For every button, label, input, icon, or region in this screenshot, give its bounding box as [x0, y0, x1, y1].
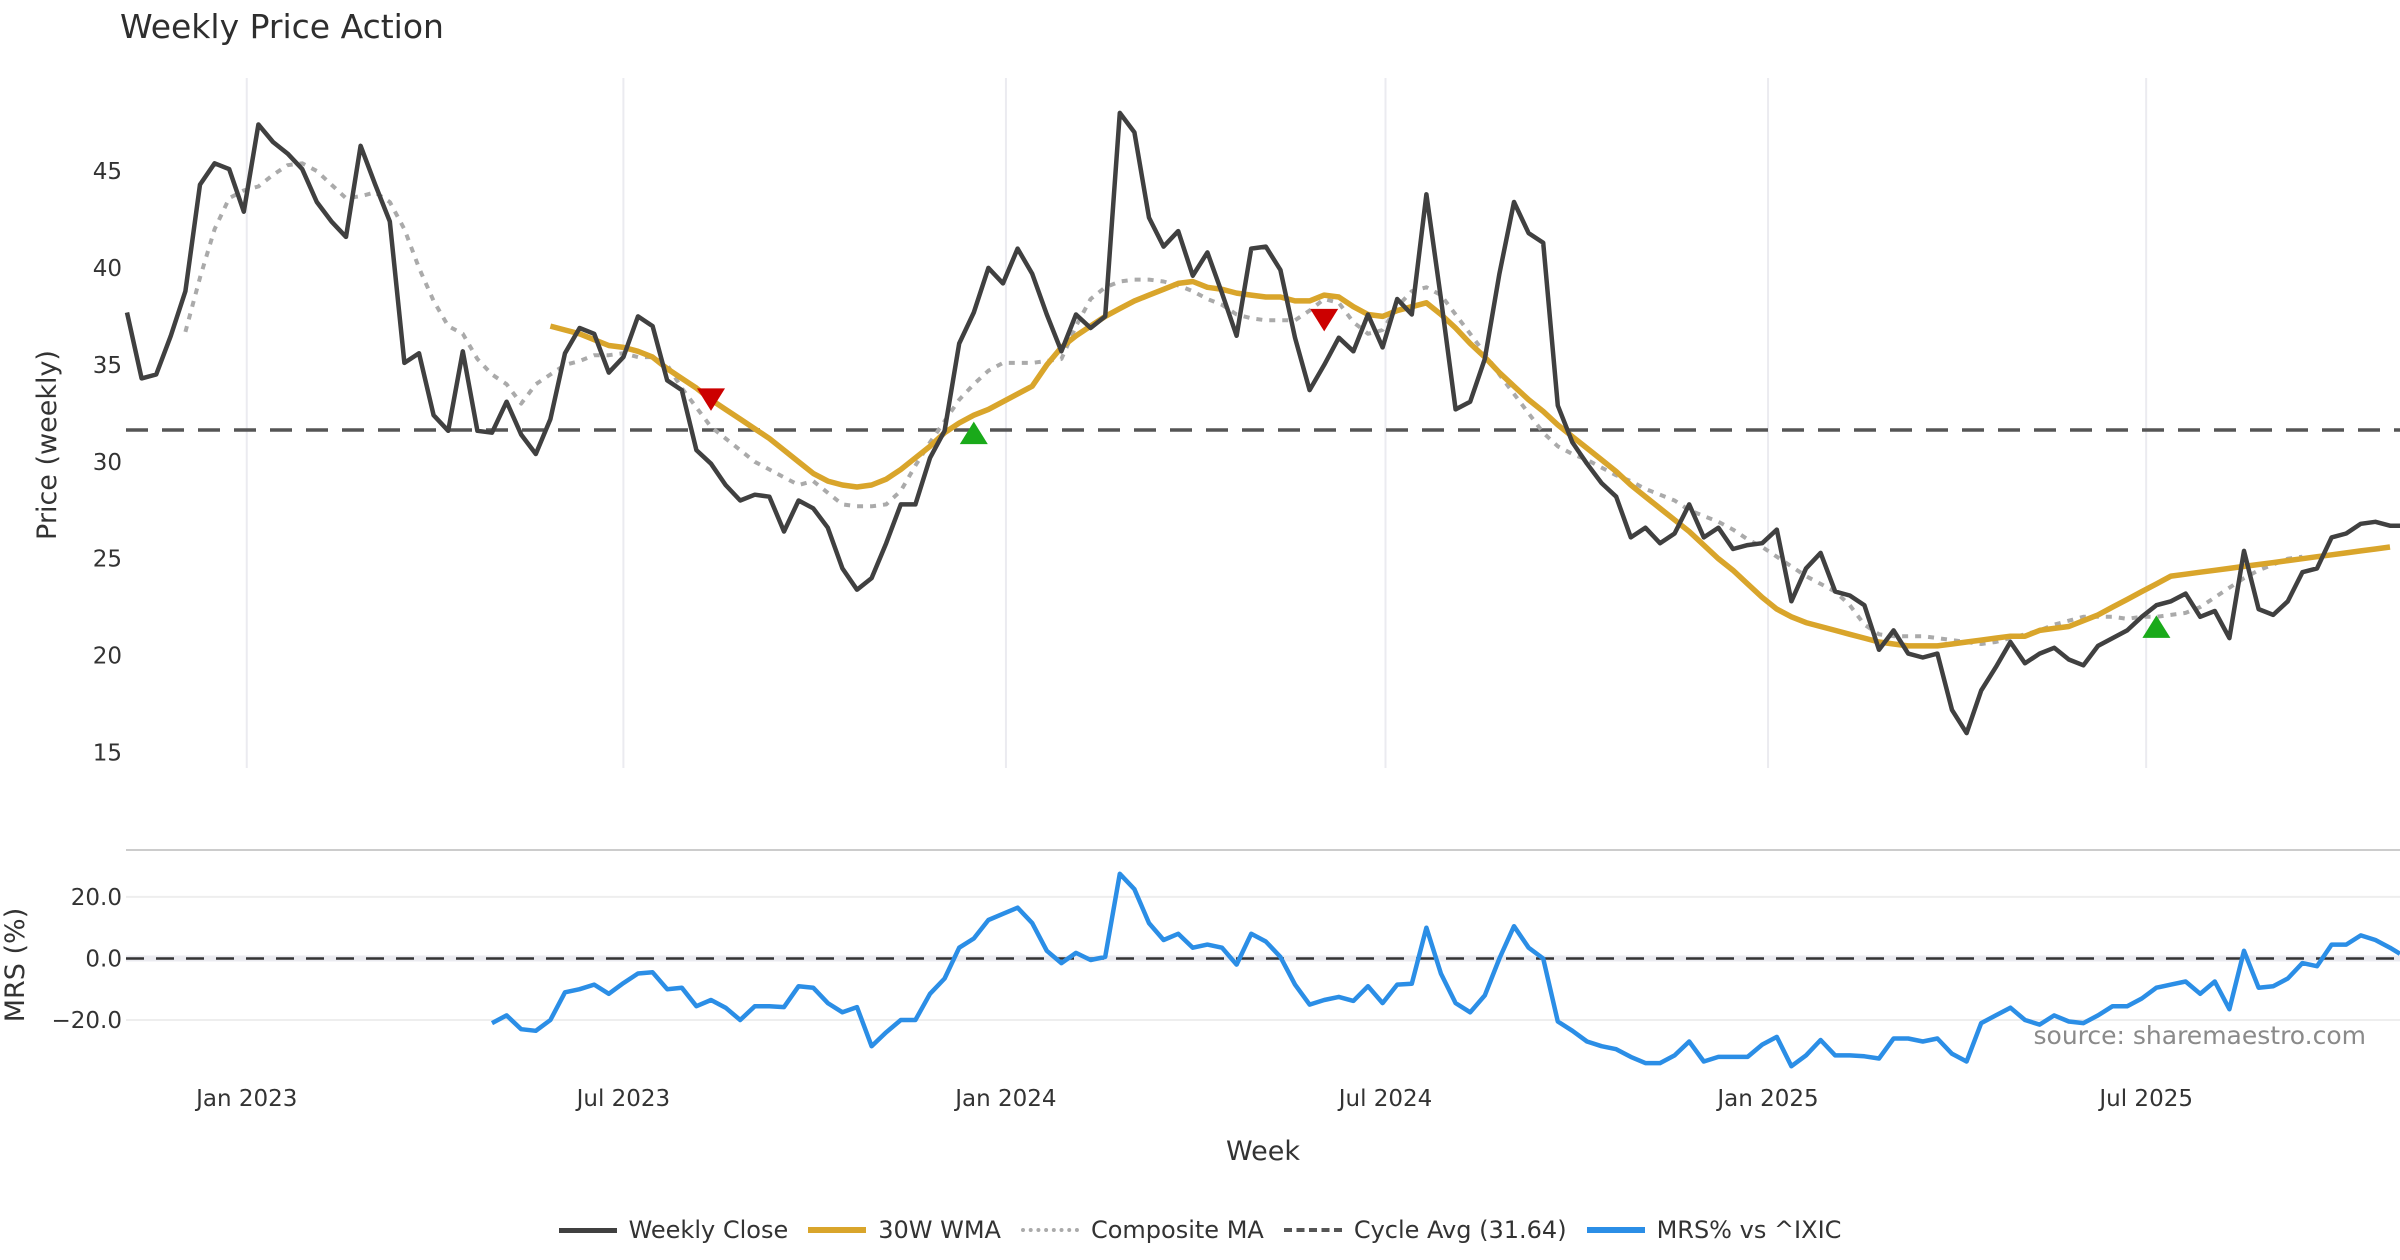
x-ticks: Jan 2023 Jul 2023 Jan 2024 Jul 2024 Jan 2025… — [194, 1086, 2193, 1112]
legend: Weekly Close 30W WMA Composite MA Cycle … — [0, 1216, 2400, 1244]
legend-swatch — [1586, 1227, 1645, 1233]
price-y-tick-label: 35 — [93, 353, 122, 379]
chart-svg: Weekly Price Action Price (weekly) 15 20 2… — [0, 7, 2400, 1167]
sell-signal-marker — [1310, 308, 1339, 332]
legend-label: 30W WMA — [878, 1216, 1001, 1244]
legend-item-30w-wma[interactable]: 30W WMA — [808, 1216, 1001, 1244]
chart-title: Weekly Price Action — [120, 7, 444, 46]
price-y-tick-label: 40 — [93, 256, 122, 282]
buy-signal-marker — [2142, 615, 2171, 638]
series-mrs-vs-ixic — [490, 871, 2400, 1069]
sell-signal-marker — [697, 388, 725, 411]
price-series — [124, 110, 2400, 736]
x-tick-label: Jan 2023 — [194, 1086, 297, 1112]
legend-label: Composite MA — [1090, 1216, 1264, 1244]
price-y-tick-label: 30 — [93, 450, 122, 476]
mrs-y-tick-label: 0.0 — [85, 946, 122, 972]
x-tick-label: Jul 2024 — [1337, 1086, 1433, 1112]
mrs-gridlines — [126, 895, 2400, 1021]
series-composite-ma — [183, 161, 2303, 646]
legend-swatch — [558, 1227, 617, 1233]
legend-item-composite-ma[interactable]: Composite MA — [1020, 1216, 1264, 1244]
x-gridlines — [245, 78, 2148, 768]
legend-label: Weekly Close — [628, 1216, 789, 1244]
mrs-y-ticks: 20.0 0.0 −20.0 — [52, 885, 122, 1034]
series-weekly-close — [124, 110, 2400, 736]
mrs-y-tick-label: −20.0 — [52, 1008, 122, 1034]
x-tick-label: Jan 2025 — [1715, 1086, 1818, 1112]
signal-markers — [697, 308, 2171, 638]
mrs-series — [490, 871, 2400, 1069]
x-axis-label: Week — [1226, 1136, 1300, 1167]
price-y-tick-label: 45 — [93, 159, 122, 185]
legend-item-mrs[interactable]: MRS% vs ^IXIC — [1586, 1216, 1842, 1244]
series-30w-wma — [549, 278, 2391, 649]
x-tick-label: Jul 2025 — [2097, 1086, 2193, 1112]
legend-item-weekly-close[interactable]: Weekly Close — [558, 1216, 789, 1244]
mrs-y-axis-label: MRS (%) — [0, 908, 31, 1023]
buy-signal-marker — [959, 421, 988, 445]
x-tick-label: Jul 2023 — [575, 1086, 671, 1112]
x-tick-label: Jan 2024 — [953, 1086, 1056, 1112]
legend-swatch — [1283, 1228, 1342, 1232]
legend-label: Cycle Avg (31.64) — [1353, 1216, 1567, 1244]
price-y-tick-label: 15 — [93, 740, 122, 766]
price-y-ticks: 15 20 25 30 35 40 45 — [93, 159, 122, 766]
source-annotation: source: sharemaestro.com — [2034, 1021, 2367, 1050]
legend-label: MRS% vs ^IXIC — [1656, 1216, 1842, 1244]
legend-item-cycle-avg[interactable]: Cycle Avg (31.64) — [1283, 1216, 1567, 1244]
price-y-axis-label: Price (weekly) — [32, 350, 63, 540]
legend-swatch — [1020, 1228, 1079, 1232]
price-y-tick-label: 25 — [93, 547, 122, 573]
legend-swatch — [808, 1227, 867, 1233]
price-y-tick-label: 20 — [93, 644, 122, 670]
mrs-y-tick-label: 20.0 — [71, 885, 122, 911]
